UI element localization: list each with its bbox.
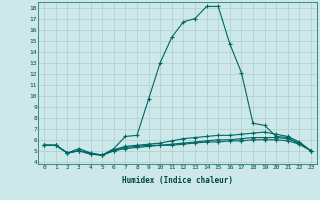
X-axis label: Humidex (Indice chaleur): Humidex (Indice chaleur) <box>122 176 233 185</box>
